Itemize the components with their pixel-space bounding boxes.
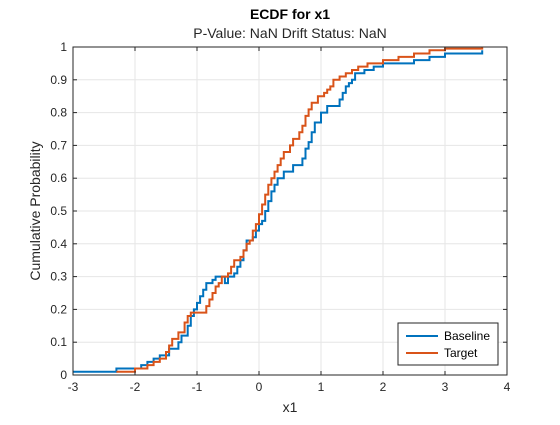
series-layer (73, 47, 484, 373)
y-tick-label: 0.9 (50, 73, 67, 87)
legend-label-target: Target (444, 346, 478, 360)
y-tick-label: 0.1 (50, 335, 67, 349)
x-tick-label: 1 (318, 380, 325, 394)
chart-subtitle: P-Value: NaN Drift Status: NaN (193, 25, 386, 41)
x-tick-label: 3 (442, 380, 449, 394)
x-tick-label: -3 (68, 380, 79, 394)
y-tick-label: 0.8 (50, 106, 67, 120)
legend: Baseline Target (397, 322, 499, 366)
ticks: -3 -2 -1 0 1 2 3 4 0 0.1 0.2 0.3 0.4 0.5 0.6 0.7 0.8 0.9 1 (50, 40, 510, 394)
x-tick-label: 0 (256, 380, 263, 394)
y-tick-label: 0.3 (50, 270, 67, 284)
x-tick-label: 2 (380, 380, 387, 394)
y-tick-label: 0.7 (50, 138, 67, 152)
series-line-target (116, 47, 484, 373)
chart-title: ECDF for x1 (250, 6, 330, 22)
legend-box (397, 322, 499, 366)
y-axis-label: Cumulative Probability (27, 141, 43, 280)
legend-label-baseline: Baseline (444, 329, 490, 343)
x-tick-label: 4 (504, 380, 511, 394)
y-tick-label: 0.6 (50, 171, 67, 185)
series-line-baseline (73, 50, 484, 373)
x-axis-label: x1 (283, 399, 298, 415)
y-tick-label: 1 (60, 40, 67, 54)
y-tick-label: 0.2 (50, 302, 67, 316)
y-tick-label: 0 (60, 368, 67, 382)
x-tick-label: -1 (192, 380, 203, 394)
x-tick-label: -2 (130, 380, 141, 394)
y-tick-label: 0.5 (50, 204, 67, 218)
y-tick-label: 0.4 (50, 237, 67, 251)
